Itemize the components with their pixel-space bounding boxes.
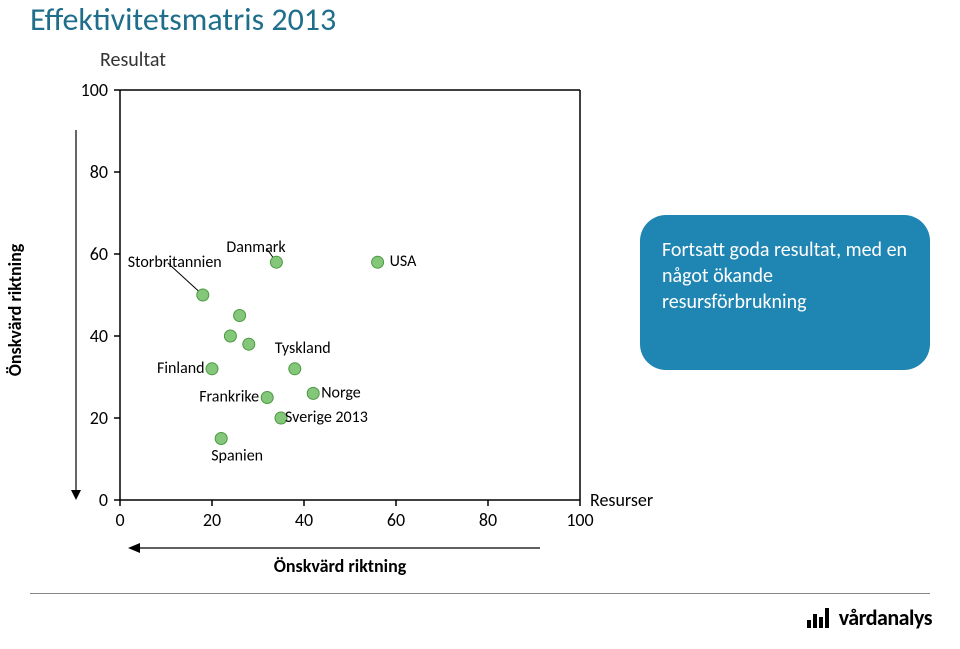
point-label: Sverige 2013: [285, 408, 368, 427]
y-tick-label: 100: [81, 79, 108, 101]
x-axis-direction-label: Önskvärd riktning: [274, 555, 407, 577]
point-label: Storbritannien: [128, 253, 222, 272]
x-tick-label: 80: [479, 509, 497, 531]
data-point: [224, 330, 236, 342]
y-tick-label: 60: [90, 243, 108, 265]
point-label: USA: [390, 252, 418, 271]
data-point: [289, 363, 301, 375]
x-tick-label: 20: [203, 509, 221, 531]
y-tick-label: 40: [90, 325, 108, 347]
point-label: Danmark: [226, 238, 286, 257]
x-tick-label: 60: [387, 509, 405, 531]
logo-text: vårdanalys: [839, 604, 932, 631]
data-point: [261, 392, 273, 404]
point-label: Norge: [321, 383, 361, 402]
x-tick-label: 100: [566, 509, 593, 531]
scatter-chart: 020406080100020406080100ResurserStorbrit…: [70, 80, 630, 550]
point-label: Frankrike: [199, 388, 259, 407]
data-point: [372, 256, 384, 268]
x-tick-label: 40: [295, 509, 313, 531]
data-point: [307, 387, 319, 399]
y-tick-label: 80: [90, 161, 108, 183]
data-point: [270, 256, 282, 268]
point-label: Spanien: [211, 447, 263, 466]
x-tick-label: 0: [115, 509, 124, 531]
y-tick-label: 0: [99, 489, 108, 511]
y-axis-direction-label: Önskvärd riktning: [4, 244, 26, 377]
logo: vårdanalys: [805, 604, 932, 631]
data-point: [234, 310, 246, 322]
x-axis-label: Resurser: [590, 489, 653, 511]
y-tick-label: 20: [90, 407, 108, 429]
footer-divider: [30, 593, 930, 594]
logo-icon: [805, 606, 833, 630]
data-point: [243, 338, 255, 350]
data-point: [197, 289, 209, 301]
page-subtitle: Resultat: [100, 48, 166, 72]
page-title: Effektivitetsmatris 2013: [30, 0, 336, 39]
point-label: Finland: [157, 359, 205, 378]
data-point: [206, 363, 218, 375]
data-point: [215, 433, 227, 445]
callout-box: Fortsatt goda resultat, med en något öka…: [640, 215, 930, 370]
point-label: Tyskland: [275, 339, 331, 358]
